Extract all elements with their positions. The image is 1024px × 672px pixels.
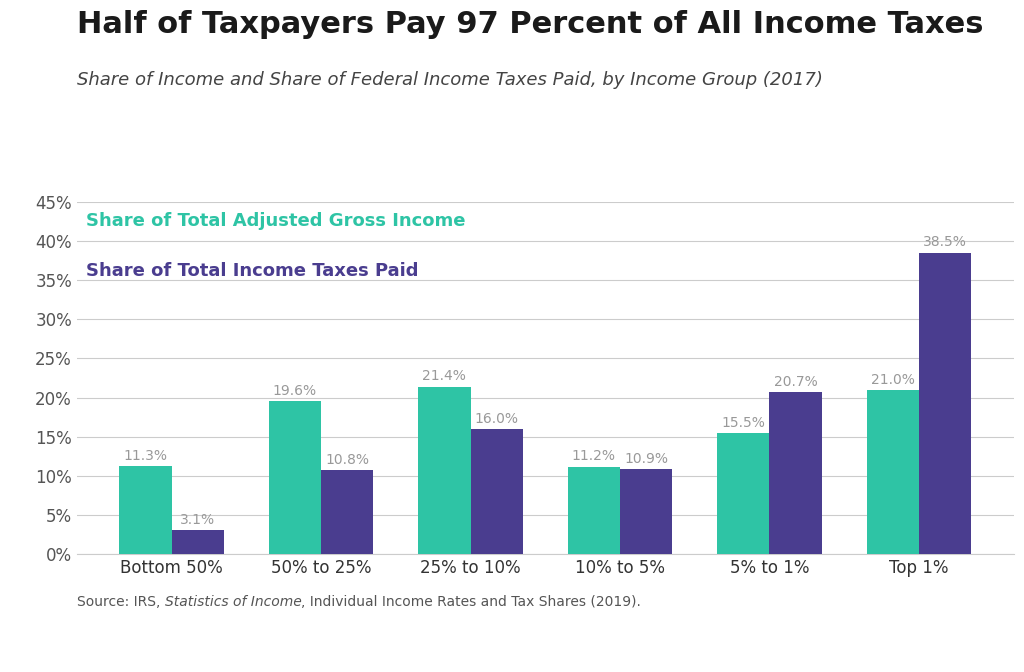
Text: 10.9%: 10.9% [625,452,668,466]
Text: 21.0%: 21.0% [870,372,914,386]
Text: 3.1%: 3.1% [180,513,215,527]
Bar [269,401,322,554]
Text: TAX FOUNDATION: TAX FOUNDATION [18,634,198,651]
Text: Share of Total Adjusted Gross Income: Share of Total Adjusted Gross Income [86,212,466,230]
Text: 21.4%: 21.4% [423,370,466,384]
Text: , Individual Income Rates and Tax Shares (2019).: , Individual Income Rates and Tax Shares… [301,595,641,609]
Text: Half of Taxpayers Pay 97 Percent of All Income Taxes: Half of Taxpayers Pay 97 Percent of All … [77,10,983,39]
Bar [717,433,769,554]
Text: 11.3%: 11.3% [124,449,168,463]
Bar [620,469,673,554]
Text: 20.7%: 20.7% [774,375,817,389]
Bar [418,386,471,554]
Text: Source: IRS,: Source: IRS, [77,595,165,609]
Text: @TaxFoundation: @TaxFoundation [857,634,1006,651]
Bar [172,530,224,554]
Bar [769,392,821,554]
Bar [866,390,919,554]
Text: Share of Total Income Taxes Paid: Share of Total Income Taxes Paid [86,261,419,280]
Bar [919,253,971,554]
Text: Statistics of Income: Statistics of Income [165,595,301,609]
Text: Share of Income and Share of Federal Income Taxes Paid, by Income Group (2017): Share of Income and Share of Federal Inc… [77,71,822,89]
Text: 15.5%: 15.5% [721,416,765,430]
Text: 19.6%: 19.6% [273,384,317,398]
Bar [567,466,620,554]
Bar [471,429,523,554]
Bar [322,470,374,554]
Text: 38.5%: 38.5% [923,235,967,249]
Text: 11.2%: 11.2% [571,450,615,464]
Text: 16.0%: 16.0% [475,412,519,426]
Bar [120,466,172,554]
Text: 10.8%: 10.8% [326,453,370,466]
